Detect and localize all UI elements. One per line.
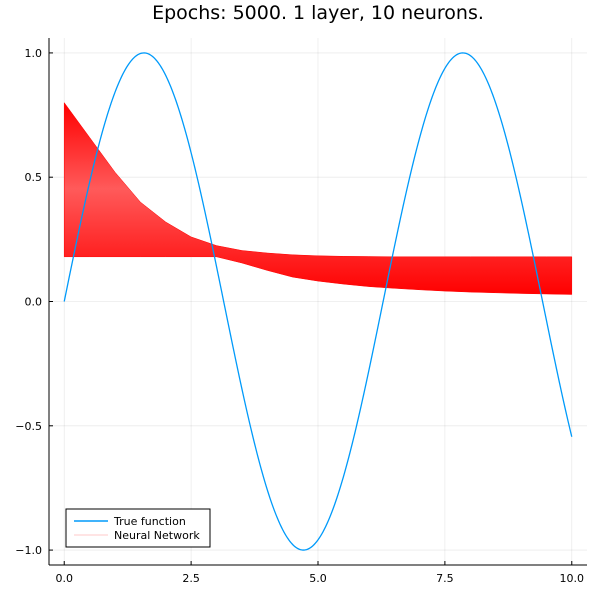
x-tick-label-3: 7.5 — [436, 572, 454, 585]
x-tick-label-2: 5.0 — [309, 572, 327, 585]
x-tick-label-0: 0.0 — [55, 572, 73, 585]
x-tick-label-1: 2.5 — [182, 572, 200, 585]
legend-label-true-function: True function — [113, 515, 186, 528]
axes — [48, 38, 587, 566]
chart-title: Epochs: 5000. 1 layer, 10 neurons. — [152, 2, 484, 24]
legend-box — [65, 508, 211, 548]
y-tick-label-1: −0.5 — [15, 420, 42, 433]
grid — [49, 38, 587, 565]
neural-network-band — [63, 101, 573, 295]
y-tick-label-3: 0.5 — [25, 171, 43, 184]
y-tick-label-4: 1.0 — [25, 47, 43, 60]
legend-label-neural-network: Neural Network — [114, 529, 200, 542]
true-function-line-group — [63, 52, 573, 551]
y-tick-label-2: 0.0 — [25, 296, 43, 309]
true-function-line — [63, 52, 573, 551]
x-tick-label-4: 10.0 — [560, 572, 585, 585]
tick-labels: 0.0 2.5 5.0 7.5 10.0 −1.0 −0.5 0.0 0.5 1.0 — [15, 47, 584, 585]
y-tick-label-0: −1.0 — [15, 544, 42, 557]
legend: True function Neural Network — [65, 508, 211, 548]
neural-network-band-group — [63, 101, 573, 295]
